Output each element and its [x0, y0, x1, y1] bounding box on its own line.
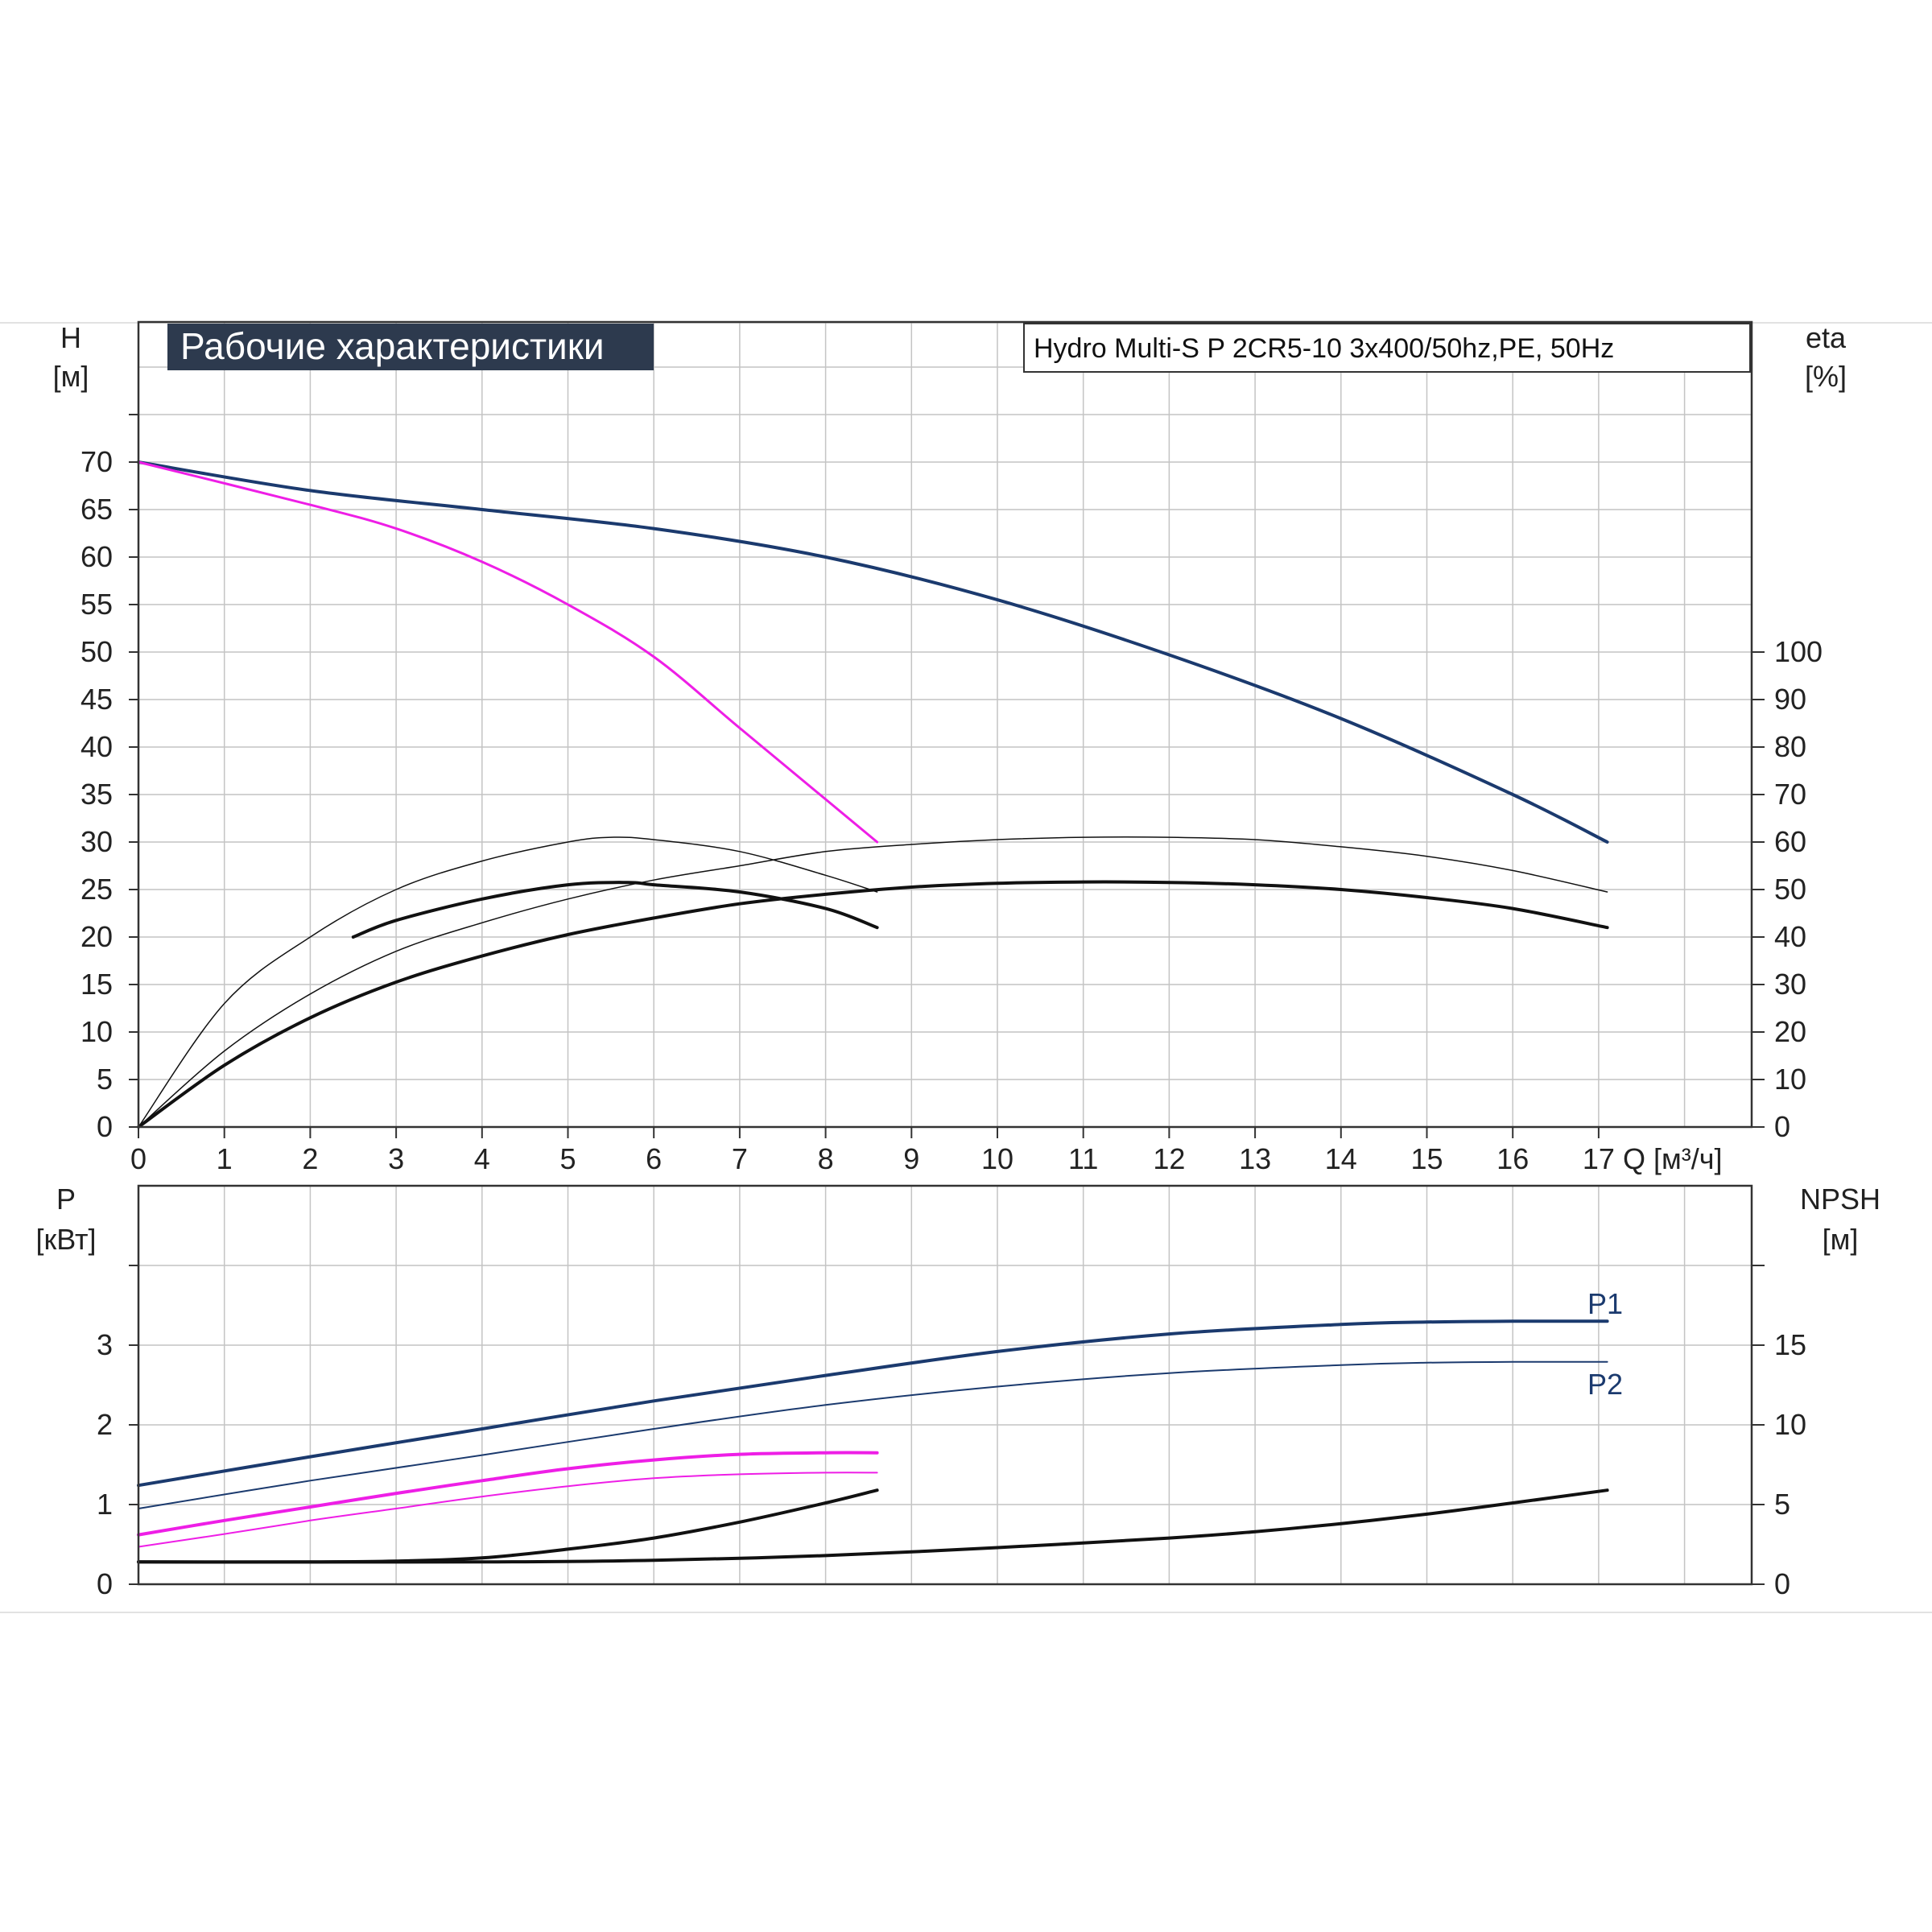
power-chart-series	[137, 1319, 1609, 1564]
tick-label-eta: 70	[1774, 778, 1806, 811]
tick-label-eta: 30	[1774, 968, 1806, 1001]
tick-label-h: 15	[80, 968, 113, 1001]
npsh-axis-ticks: 0 5 10 15	[1752, 1265, 1806, 1600]
head-curve-0	[137, 460, 1609, 844]
tick-label-h: 5	[97, 1063, 113, 1096]
bottom-divider	[0, 1612, 1932, 1613]
tick-label-eta: 40	[1774, 920, 1806, 953]
head-axis-unit: [м]	[53, 360, 89, 393]
power-axis-label: P	[56, 1183, 76, 1216]
flow-axis-ticks: 0 1 2 3 4 5 6 7 8 9 10 11 12 13 14 15 16 17	[130, 1127, 1615, 1175]
title-box	[167, 324, 654, 370]
efficiency-axis-unit: [%]	[1805, 360, 1847, 393]
tick-label-npsh: 15	[1774, 1328, 1806, 1361]
tick-label-h: 45	[80, 683, 113, 716]
tick-label-p: 0	[97, 1567, 113, 1600]
tick-label-q: 15	[1410, 1142, 1443, 1175]
tick-label-npsh: 10	[1774, 1408, 1806, 1441]
efficiency-axis-ticks: 0 10 20 30 40 50 60 70 80 90 100	[1752, 635, 1823, 1143]
efficiency-curve-3	[351, 881, 879, 939]
tick-label-h: 30	[80, 825, 113, 858]
tick-label-eta: 10	[1774, 1063, 1806, 1096]
tick-label-eta: 100	[1774, 635, 1823, 668]
tick-label-q: 0	[130, 1142, 147, 1175]
tick-label-h: 60	[80, 540, 113, 573]
tick-label-p: 3	[97, 1328, 113, 1361]
tick-label-q: 6	[646, 1142, 662, 1175]
tick-label-eta: 80	[1774, 730, 1806, 763]
head-curve-1	[137, 460, 879, 844]
head-axis-ticks: 0 5 10 15 20 25 30 35 40 45 50 55 60 65 70	[80, 414, 138, 1143]
tick-label-h: 50	[80, 635, 113, 668]
tick-label-p: 1	[97, 1488, 113, 1521]
tick-label-h: 70	[80, 445, 113, 478]
flow-axis-label: Q [м³/ч]	[1623, 1142, 1723, 1175]
power-axis-ticks: 0 1 2 3	[97, 1265, 138, 1600]
tick-label-q: 1	[217, 1142, 233, 1175]
efficiency-curve-2	[138, 836, 878, 1128]
efficiency-curve-4	[138, 836, 1608, 1128]
npsh-curve-4	[137, 1488, 879, 1564]
tick-label-q: 7	[732, 1142, 748, 1175]
tick-label-q: 4	[474, 1142, 490, 1175]
tick-label-h: 20	[80, 920, 113, 953]
npsh-curve-5	[137, 1488, 1609, 1564]
tick-label-q: 11	[1068, 1142, 1098, 1175]
efficiency-axis-label: eta	[1806, 321, 1847, 354]
tick-label-q: 5	[559, 1142, 576, 1175]
tick-label-q: 17	[1583, 1142, 1615, 1175]
series-p2-curve	[138, 1360, 1608, 1509]
tick-label-q: 9	[903, 1142, 919, 1175]
head-axis-label: H	[60, 321, 81, 354]
tick-label-q: 14	[1325, 1142, 1357, 1175]
model-label: Hydro Multi-S P 2CR5-10 3x400/50hz,PE, 5…	[1034, 333, 1614, 364]
npsh-axis-unit: [м]	[1823, 1223, 1859, 1256]
tick-label-h: 35	[80, 778, 113, 811]
tick-label-q: 3	[388, 1142, 404, 1175]
tick-label-q: 13	[1239, 1142, 1271, 1175]
tick-label-eta: 60	[1774, 825, 1806, 858]
chart-title: Рабочие характеристики	[180, 325, 605, 367]
tick-label-q: 8	[818, 1142, 834, 1175]
head-chart-frame	[137, 320, 1753, 1129]
power-curve-2	[137, 1451, 879, 1537]
series-label-p1: P1	[1587, 1287, 1623, 1320]
tick-label-q: 12	[1153, 1142, 1185, 1175]
tick-label-h: 65	[80, 493, 113, 526]
tick-label-eta: 20	[1774, 1015, 1806, 1048]
efficiency-curve-5	[137, 880, 1609, 1129]
tick-label-eta: 50	[1774, 873, 1806, 906]
power-chart-grid	[138, 1186, 1752, 1584]
tick-label-eta: 90	[1774, 683, 1806, 716]
power-axis-unit: [кВт]	[35, 1223, 96, 1256]
head-chart-series	[137, 460, 1609, 1129]
tick-label-q: 16	[1496, 1142, 1529, 1175]
power-curve-3	[138, 1472, 878, 1548]
tick-label-h: 25	[80, 873, 113, 906]
tick-label-npsh: 5	[1774, 1488, 1790, 1521]
tick-label-h: 40	[80, 730, 113, 763]
tick-label-h: 0	[97, 1110, 113, 1143]
head-chart-grid	[138, 322, 1752, 1127]
series-p1-curve	[137, 1319, 1609, 1488]
tick-label-p: 2	[97, 1408, 113, 1441]
tick-label-eta: 0	[1774, 1110, 1790, 1143]
npsh-axis-label: NPSH	[1800, 1183, 1880, 1216]
tick-label-npsh: 0	[1774, 1567, 1790, 1600]
tick-label-q: 10	[981, 1142, 1013, 1175]
tick-label-h: 55	[80, 588, 113, 621]
tick-label-q: 2	[302, 1142, 318, 1175]
tick-label-h: 10	[80, 1015, 113, 1048]
series-label-p2: P2	[1587, 1368, 1623, 1401]
model-box	[1023, 323, 1751, 373]
power-chart-frame	[137, 1184, 1753, 1586]
